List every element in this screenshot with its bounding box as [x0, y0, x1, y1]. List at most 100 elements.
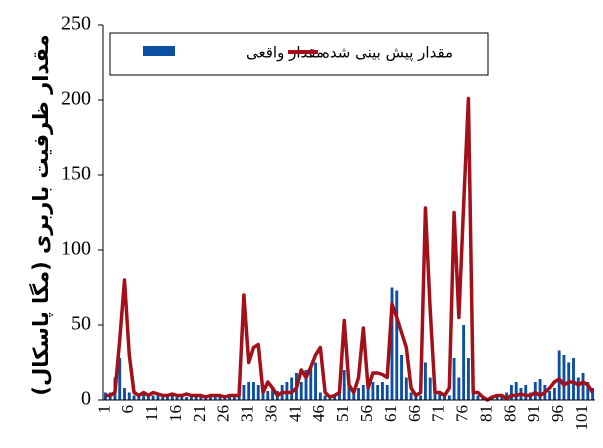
bar: [433, 392, 437, 400]
y-tick-label: 100: [61, 238, 91, 260]
bar: [323, 395, 327, 400]
bar: [366, 388, 370, 400]
bar: [538, 379, 542, 400]
x-tick-label: 56: [357, 405, 376, 422]
bar: [118, 358, 122, 400]
y-tick-label: 0: [81, 388, 91, 410]
x-tick-label: 16: [166, 405, 185, 422]
bar: [137, 395, 141, 400]
bar: [314, 362, 317, 400]
bar: [390, 287, 394, 400]
x-tick-label: 36: [261, 405, 280, 422]
x-tick-label: 31: [238, 405, 257, 422]
bar: [232, 395, 236, 400]
bar: [505, 392, 509, 400]
y-tick-label: 150: [61, 163, 91, 185]
bar: [304, 370, 308, 400]
x-tick-label: 21: [190, 405, 209, 422]
x-tick-label: 6: [118, 405, 137, 414]
bar: [385, 385, 389, 400]
bar: [428, 377, 432, 400]
x-tick-label: 81: [476, 405, 495, 422]
bar: [347, 385, 351, 400]
bar: [156, 395, 160, 400]
x-tick-label: 96: [548, 405, 567, 422]
bar: [142, 394, 146, 400]
bar: [261, 392, 265, 400]
bar: [586, 382, 590, 400]
x-tick-label: 66: [405, 405, 424, 422]
bar: [213, 397, 217, 400]
bar: [476, 395, 480, 400]
bar: [228, 395, 232, 400]
x-tick-label: 1: [94, 405, 113, 414]
bar: [495, 395, 499, 400]
bar: [309, 367, 313, 400]
bar: [218, 397, 222, 400]
bar: [166, 397, 169, 400]
bar: [500, 395, 504, 400]
bar: [361, 385, 365, 400]
bar: [318, 392, 322, 400]
x-tick-label: 46: [309, 405, 328, 422]
bar: [170, 395, 174, 400]
bar: [557, 350, 561, 400]
bar: [132, 395, 136, 400]
x-tick-label: 51: [333, 405, 352, 422]
bar: [438, 392, 442, 400]
bar: [242, 385, 246, 400]
bar: [371, 382, 375, 400]
bar: [209, 395, 212, 400]
bar: [414, 395, 418, 400]
legend-label: مقدار پیش بینی شده: [322, 44, 453, 63]
bar: [199, 397, 203, 400]
bar: [256, 385, 260, 400]
bar: [342, 370, 346, 400]
bar: [591, 388, 595, 400]
y-tick-label: 250: [61, 13, 91, 35]
bar: [447, 395, 451, 400]
legend-swatch: [143, 46, 175, 56]
bar: [333, 395, 337, 400]
bar: [161, 397, 165, 400]
bar: [151, 395, 155, 400]
bar: [466, 358, 470, 400]
bar: [452, 358, 456, 400]
bar: [462, 325, 466, 400]
bar: [247, 382, 251, 400]
x-tick-label: 91: [524, 405, 543, 422]
bar: [443, 395, 446, 400]
x-tick-label: 61: [381, 405, 400, 422]
bar: [548, 391, 552, 400]
x-tick-label: 86: [500, 405, 519, 422]
bar: [423, 362, 427, 400]
bar: [290, 377, 294, 400]
bar: [524, 385, 528, 400]
bar: [562, 355, 566, 400]
bar: [404, 377, 408, 400]
y-tick-label: 50: [71, 313, 91, 335]
bar: [509, 385, 513, 400]
line: [105, 96, 595, 402]
bar: [146, 395, 150, 400]
bar: [471, 392, 475, 400]
bar: [381, 382, 384, 400]
x-tick-label: 11: [142, 405, 161, 421]
bar: [175, 395, 179, 400]
bar: [581, 373, 585, 400]
bar: [185, 397, 189, 400]
bar: [419, 395, 423, 400]
bar: [127, 392, 131, 400]
bar: [457, 377, 461, 400]
bar: [514, 382, 518, 400]
bar: [357, 388, 360, 400]
legend-label: مقدار واقعی: [246, 44, 324, 62]
bar: [400, 355, 403, 400]
bar: [576, 377, 580, 400]
x-tick-label: 101: [572, 405, 591, 431]
bar: [352, 392, 356, 400]
bar: [376, 385, 380, 400]
y-tick-label: 200: [61, 88, 91, 110]
bar: [299, 382, 303, 400]
